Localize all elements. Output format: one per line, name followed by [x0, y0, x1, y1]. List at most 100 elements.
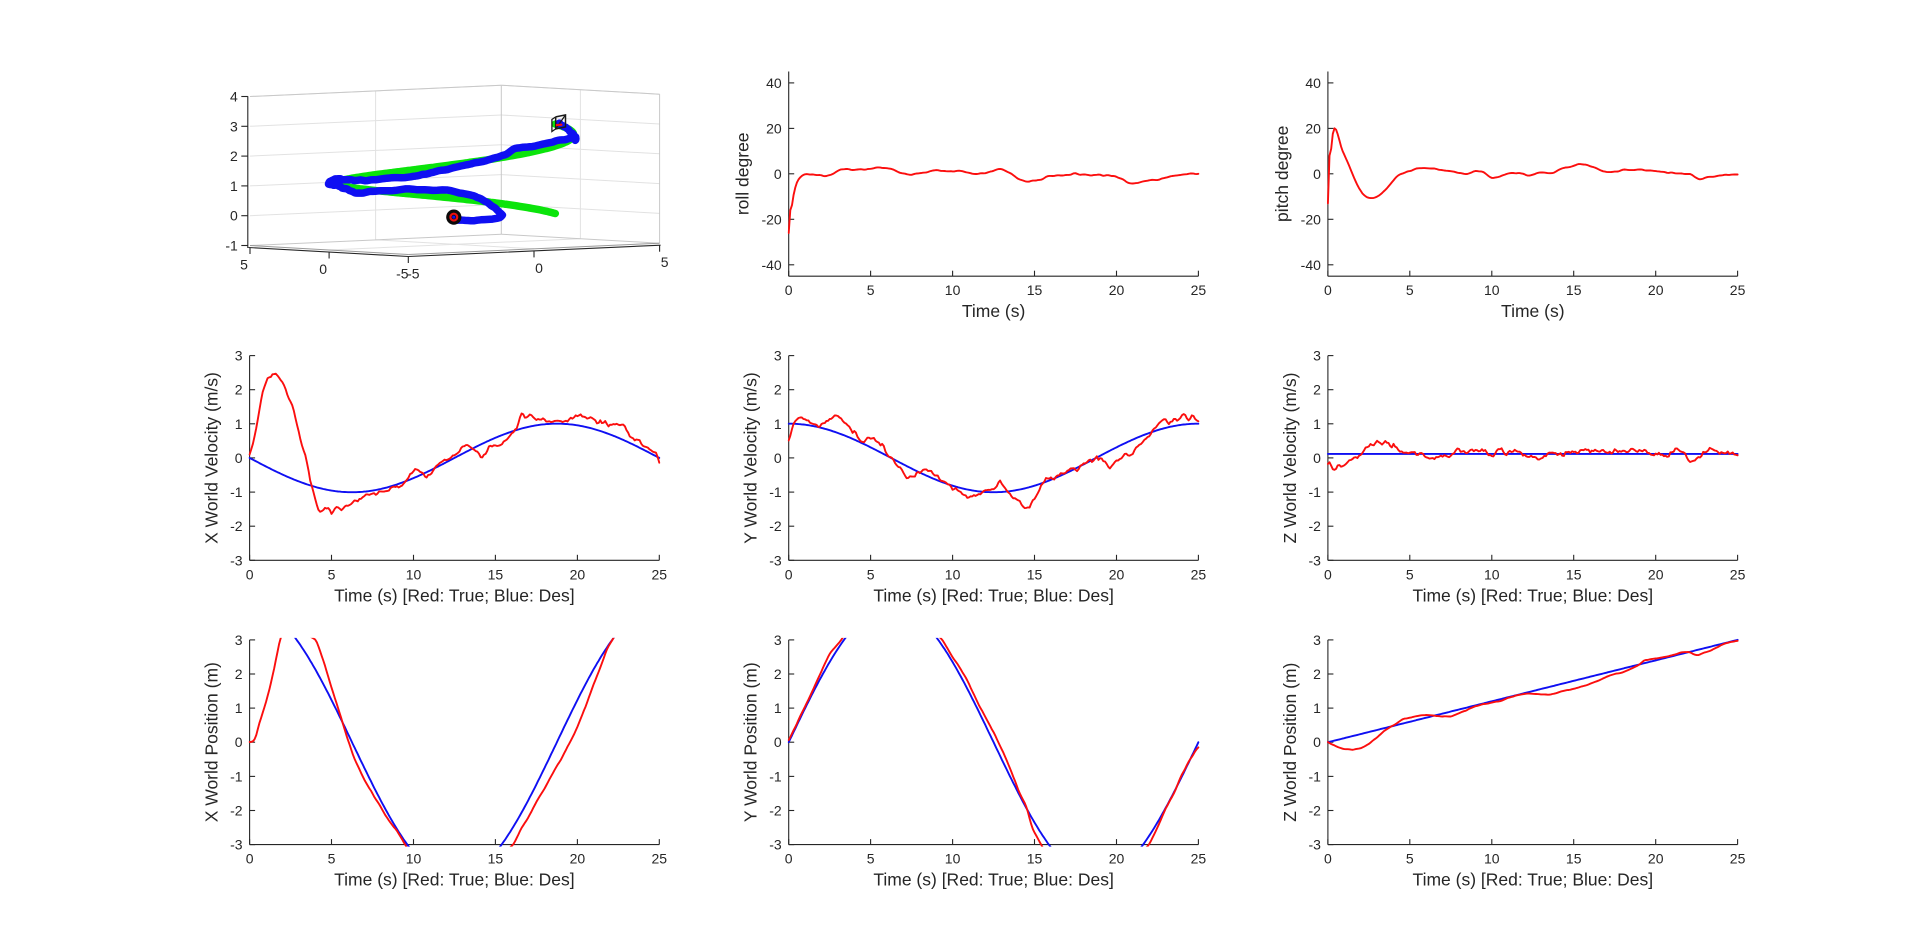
svg-text:Y World Velocity (m/s): Y World Velocity (m/s)	[741, 372, 761, 543]
svg-text:20: 20	[1648, 851, 1664, 867]
svg-text:0: 0	[1324, 851, 1332, 867]
svg-text:-1: -1	[1308, 768, 1321, 784]
svg-text:-3: -3	[230, 837, 243, 853]
svg-text:4: 4	[230, 89, 238, 105]
svg-text:-20: -20	[761, 211, 781, 227]
svg-text:5: 5	[1406, 566, 1414, 582]
svg-text:1: 1	[774, 416, 782, 432]
svg-text:10: 10	[945, 566, 961, 582]
svg-text:-40: -40	[761, 257, 781, 273]
svg-text:-3: -3	[769, 837, 782, 853]
svg-text:10: 10	[406, 566, 422, 582]
svg-text:2: 2	[230, 148, 238, 164]
svg-text:-5: -5	[396, 266, 409, 282]
svg-text:20: 20	[1109, 851, 1125, 867]
svg-text:-2: -2	[769, 803, 782, 819]
svg-text:roll degree: roll degree	[733, 132, 753, 215]
svg-text:0: 0	[1313, 450, 1321, 466]
svg-text:Z World Position (m): Z World Position (m)	[1280, 663, 1300, 822]
svg-text:-1: -1	[230, 484, 243, 500]
svg-text:0: 0	[785, 851, 793, 867]
svg-text:-40: -40	[1301, 257, 1321, 273]
svg-text:-2: -2	[1308, 803, 1321, 819]
svg-text:0: 0	[774, 166, 782, 182]
svg-text:20: 20	[570, 851, 586, 867]
svg-text:10: 10	[945, 851, 961, 867]
svg-text:5: 5	[240, 257, 248, 273]
svg-text:0: 0	[230, 208, 238, 224]
svg-text:5: 5	[867, 566, 875, 582]
svg-text:20: 20	[1305, 120, 1321, 136]
svg-text:5: 5	[328, 566, 336, 582]
svg-text:15: 15	[1027, 282, 1043, 298]
svg-text:0: 0	[246, 851, 254, 867]
svg-text:Z World Velocity (m/s): Z World Velocity (m/s)	[1280, 373, 1300, 544]
svg-text:-3: -3	[1308, 552, 1321, 568]
svg-text:-2: -2	[230, 518, 243, 534]
svg-text:Time (s): Time (s)	[1501, 301, 1565, 321]
svg-text:0: 0	[1313, 734, 1321, 750]
svg-text:25: 25	[1191, 282, 1207, 298]
svg-text:5: 5	[1406, 282, 1414, 298]
svg-text:-1: -1	[230, 768, 243, 784]
svg-text:0: 0	[1324, 566, 1332, 582]
svg-text:20: 20	[1109, 566, 1125, 582]
svg-text:15: 15	[1027, 851, 1043, 867]
svg-text:25: 25	[1730, 566, 1746, 582]
svg-text:-3: -3	[769, 552, 782, 568]
svg-text:5: 5	[867, 851, 875, 867]
svg-text:0: 0	[785, 566, 793, 582]
svg-text:1: 1	[230, 178, 238, 194]
svg-text:40: 40	[766, 75, 782, 91]
svg-text:1: 1	[235, 700, 243, 716]
svg-text:15: 15	[488, 851, 504, 867]
svg-text:20: 20	[766, 120, 782, 136]
svg-text:Time (s): Time (s)	[962, 301, 1026, 321]
svg-text:10: 10	[406, 851, 422, 867]
svg-text:25: 25	[1730, 282, 1746, 298]
svg-text:-1: -1	[1308, 484, 1321, 500]
svg-text:5: 5	[661, 254, 669, 270]
svg-text:1: 1	[1313, 416, 1321, 432]
svg-text:-2: -2	[230, 803, 243, 819]
svg-text:25: 25	[652, 851, 668, 867]
svg-text:-1: -1	[769, 484, 782, 500]
svg-text:Time (s) [Red: True; Blue: Des: Time (s) [Red: True; Blue: Des]	[334, 585, 575, 605]
svg-text:Time (s) [Red: True; Blue: Des: Time (s) [Red: True; Blue: Des]	[1413, 585, 1654, 605]
svg-text:X World Position (m): X World Position (m)	[202, 662, 222, 822]
svg-text:2: 2	[774, 382, 782, 398]
svg-text:1: 1	[235, 416, 243, 432]
svg-text:3: 3	[235, 632, 243, 648]
svg-text:3: 3	[235, 348, 243, 364]
svg-text:10: 10	[1484, 566, 1500, 582]
svg-text:0: 0	[535, 260, 543, 276]
svg-text:-2: -2	[1308, 518, 1321, 534]
svg-text:-20: -20	[1301, 211, 1321, 227]
svg-text:-3: -3	[1308, 837, 1321, 853]
svg-text:40: 40	[1305, 75, 1321, 91]
svg-text:Time (s) [Red: True; Blue: Des: Time (s) [Red: True; Blue: Des]	[873, 585, 1114, 605]
svg-text:15: 15	[1027, 566, 1043, 582]
svg-text:20: 20	[1648, 566, 1664, 582]
svg-text:20: 20	[570, 566, 586, 582]
svg-text:0: 0	[1313, 166, 1321, 182]
svg-text:3: 3	[774, 632, 782, 648]
svg-text:15: 15	[1566, 566, 1582, 582]
svg-text:5: 5	[1406, 851, 1414, 867]
svg-text:0: 0	[774, 734, 782, 750]
svg-text:0: 0	[319, 261, 327, 277]
svg-text:15: 15	[488, 566, 504, 582]
svg-text:0: 0	[235, 734, 243, 750]
svg-text:0: 0	[246, 566, 254, 582]
svg-text:0: 0	[785, 282, 793, 298]
svg-text:Time (s) [Red: True; Blue: Des: Time (s) [Red: True; Blue: Des]	[873, 870, 1114, 890]
svg-text:3: 3	[230, 118, 238, 134]
svg-text:15: 15	[1566, 851, 1582, 867]
svg-text:-1: -1	[225, 238, 238, 254]
svg-text:5: 5	[328, 851, 336, 867]
svg-text:Y World Position (m): Y World Position (m)	[741, 662, 761, 822]
svg-text:5: 5	[867, 282, 875, 298]
svg-text:-5: -5	[407, 266, 420, 282]
svg-text:Time (s) [Red: True; Blue: Des: Time (s) [Red: True; Blue: Des]	[1413, 870, 1654, 890]
svg-text:2: 2	[235, 666, 243, 682]
